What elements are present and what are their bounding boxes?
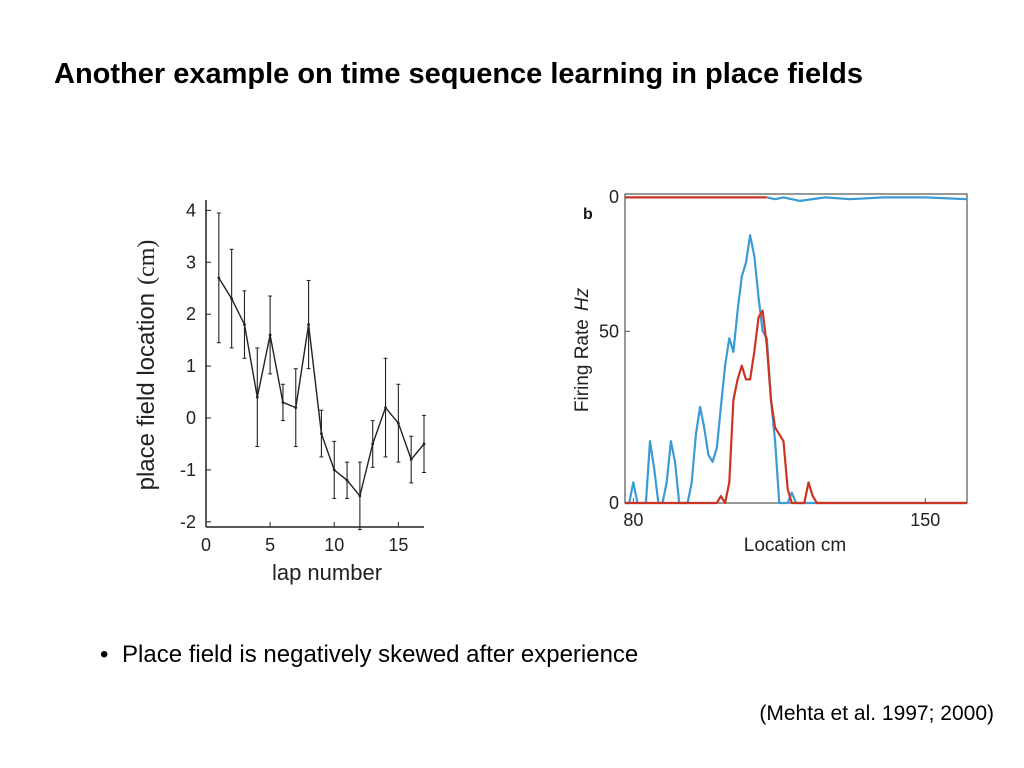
left-data-point (294, 406, 298, 410)
right-xtick-label: 150 (910, 510, 940, 530)
left-data-point (281, 401, 285, 404)
left-data-point (332, 468, 336, 472)
left-xtick-label: 10 (324, 535, 344, 555)
right-plot-frame (624, 193, 968, 504)
right-chart-axes (624, 193, 968, 504)
left-ytick-label: -2 (180, 512, 196, 532)
right-chart-xlabel: Location cm (744, 535, 846, 556)
left-data-point (255, 395, 259, 399)
left-data-point (217, 276, 221, 280)
left-chart-xlabel: lap number (272, 560, 382, 585)
right-chart-series (625, 196, 968, 505)
left-xtick-label: 15 (388, 535, 408, 555)
left-ytick-label: 3 (186, 252, 196, 272)
left-ylabel-text: place field location (133, 293, 160, 490)
left-chart-ylabel: place field location (cm) (133, 240, 160, 491)
left-data-point (422, 442, 426, 446)
right-xtick-label: 80 (623, 510, 643, 530)
left-data-point (243, 323, 246, 326)
left-ylabel-unit: (cm) (134, 240, 160, 285)
left-data-point (345, 478, 349, 482)
right-ytick-label: 50 (599, 321, 619, 341)
left-ytick-label: 0 (186, 408, 196, 428)
left-data-point (371, 442, 375, 446)
right-series-line-3 (766, 196, 968, 202)
bullet-point: • Place field is negatively skewed after … (100, 640, 638, 670)
right-ytick-label: 0 (609, 493, 619, 513)
bullet-dot-icon: • (100, 641, 109, 668)
slide-title: Another example on time sequence learnin… (54, 58, 863, 90)
right-series-line-0 (625, 234, 967, 505)
left-chart-axes (205, 200, 424, 528)
left-data-point (230, 297, 234, 301)
left-ytick-label: -1 (180, 460, 196, 480)
right-ylabel-text: Firing Rate (572, 319, 593, 412)
citation: (Mehta et al. 1997; 2000) (759, 702, 994, 725)
left-chart-series (216, 212, 426, 531)
right-chart-ylabel: Firing Rate Hz (572, 287, 593, 412)
left-xtick-label: 0 (201, 535, 211, 555)
left-data-point (384, 406, 387, 410)
left-ytick-label: 2 (186, 304, 196, 324)
left-data-point (358, 494, 362, 498)
right-series-line-1 (625, 309, 967, 505)
left-ytick-label: 4 (186, 200, 196, 220)
right-chart-panel-label: b (583, 206, 593, 223)
bullet-text: Place field is negatively skewed after e… (122, 641, 639, 668)
left-data-point (320, 432, 323, 435)
left-xtick-label: 5 (265, 535, 275, 555)
left-data-point (396, 421, 400, 425)
right-ylabel-unit: Hz (572, 287, 593, 311)
left-data-point (268, 333, 272, 337)
left-data-point (409, 458, 413, 461)
right-ytick-top-label: 0 (609, 187, 619, 207)
left-ytick-label: 1 (186, 356, 196, 376)
left-data-point (307, 323, 310, 326)
